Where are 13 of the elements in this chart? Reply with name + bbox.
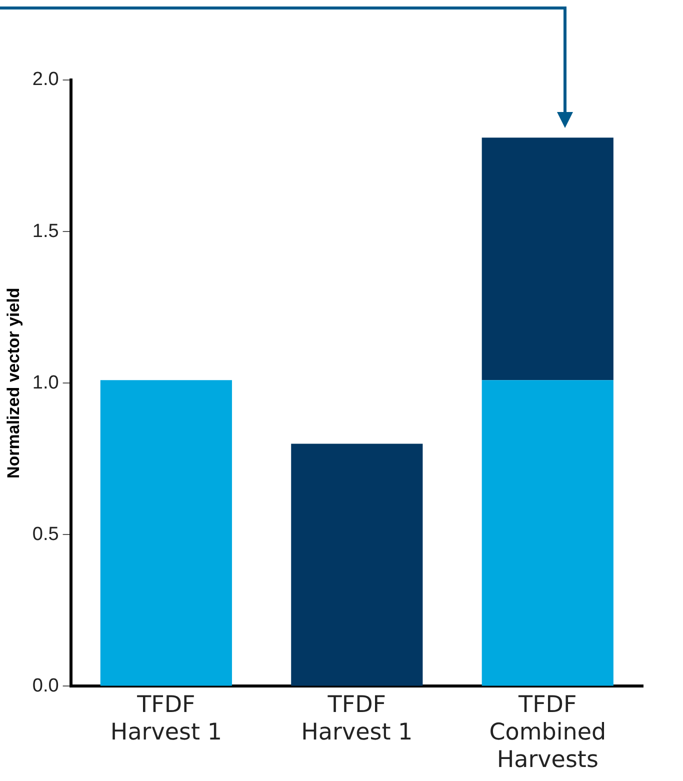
y-tick-label: 1.5 [32, 220, 59, 242]
x-tick-label: TFDF Harvest 1 [110, 692, 222, 746]
y-tick-label: 1.0 [32, 372, 59, 394]
y-tick-label: 0.0 [32, 675, 59, 696]
bar [291, 444, 423, 686]
x-tick-label: TFDF Combined Harvests [489, 692, 606, 774]
bar [482, 380, 614, 686]
y-axis-title: Normalized vector yield [4, 288, 23, 479]
y-tick-label: 0.5 [32, 524, 59, 545]
x-tick-label: TFDF Harvest 1 [301, 692, 413, 746]
bar [100, 380, 232, 686]
y-tick-label: 2.0 [32, 69, 59, 90]
bar [482, 138, 614, 380]
